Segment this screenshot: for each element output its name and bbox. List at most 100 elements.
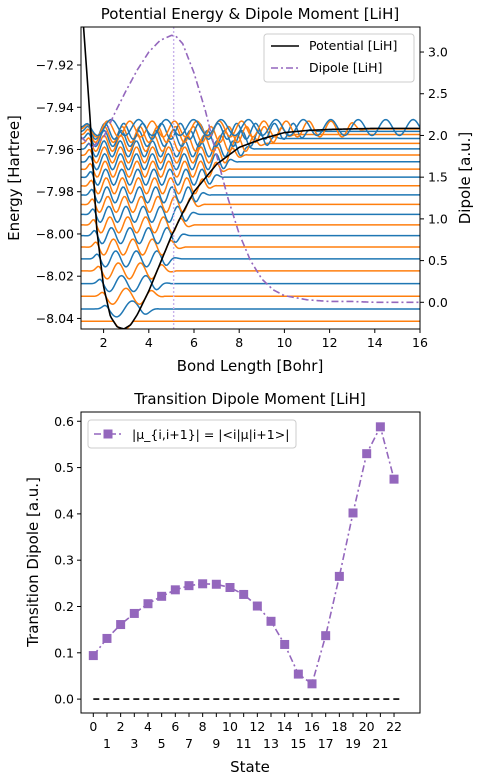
transition-dipole-point xyxy=(198,579,208,589)
bottom-x-tick-label: 0 xyxy=(89,719,97,734)
top-plot-area xyxy=(81,27,420,329)
transition-dipole-point xyxy=(88,651,98,661)
transition-dipole-point xyxy=(307,679,317,689)
top-y-right-tick-label: 1.5 xyxy=(428,170,448,185)
bottom-x-tick-label: 3 xyxy=(130,736,138,751)
bottom-x-tick-label: 20 xyxy=(359,719,375,734)
legend-dipole-label: Dipole [LiH] xyxy=(309,60,382,75)
transition-dipole-point xyxy=(211,579,221,589)
top-y-right-tick-label: 1.0 xyxy=(428,211,448,226)
bottom-x-tick-label: 18 xyxy=(331,719,347,734)
legend-transition-text: |μ_{i,i+1}| = |<i|μ|i+1>| xyxy=(132,427,289,442)
bottom-y-tick-label: 0.2 xyxy=(54,599,74,614)
wavefunction-16 xyxy=(81,146,420,164)
bottom-plot-frame xyxy=(80,411,421,714)
bottom-x-tick-label: 19 xyxy=(345,736,361,751)
bottom-x-tick-label: 10 xyxy=(222,719,238,734)
transition-dipole-line xyxy=(92,424,395,686)
top-y-tick-label: −8.04 xyxy=(36,311,74,326)
top-y-axis-right: 0.0 0.5 1.0 1.5 2.0 2.5 3.0 xyxy=(420,45,448,310)
bottom-x-tick-label: 22 xyxy=(386,719,402,734)
transition-dipole-point xyxy=(184,581,194,591)
bottom-y-tick-label: 0.5 xyxy=(54,460,74,475)
potential-curve xyxy=(82,27,420,329)
wavefunction-10 xyxy=(81,195,420,214)
top-x-tick-label: 10 xyxy=(276,335,292,350)
top-x-tick-label: 6 xyxy=(190,335,198,350)
top-plot-frame xyxy=(80,26,421,330)
top-y-tick-label: −7.94 xyxy=(36,100,74,115)
bottom-chart-title: Transition Dipole Moment [LiH] xyxy=(133,390,366,408)
bottom-chart: Transition Dipole Moment [LiH] 012345678… xyxy=(24,390,421,776)
top-y-tick-label: −7.98 xyxy=(36,184,74,199)
top-x-tick-label: 14 xyxy=(367,335,383,350)
wavefunction-2 xyxy=(81,287,420,306)
bottom-x-tick-label: 9 xyxy=(212,736,220,751)
transition-dipole-point xyxy=(239,589,249,599)
top-y-axis: −7.92 −7.94 −7.96 −7.98 −8.00 −8.02 −8.04 xyxy=(36,58,81,326)
transition-dipole-point xyxy=(362,449,372,459)
top-y-tick-label: −7.96 xyxy=(36,142,74,157)
top-x-tick-label: 4 xyxy=(145,335,153,350)
top-y-right-tick-label: 3.0 xyxy=(428,45,448,60)
top-y-tick-label: −8.02 xyxy=(36,269,74,284)
bottom-y-tick-label: 0.6 xyxy=(54,414,74,429)
top-y-axis-label: Energy [Hartree] xyxy=(5,115,23,241)
top-y-tick-label: −8.00 xyxy=(36,226,74,241)
wavefunction-9 xyxy=(81,205,420,224)
dipole-curve xyxy=(81,34,420,304)
top-x-tick-label: 8 xyxy=(235,335,243,350)
bottom-legend-box xyxy=(87,419,297,449)
transition-dipole-point xyxy=(321,631,331,641)
bottom-x-tick-label: 14 xyxy=(277,719,293,734)
transition-dipole-point xyxy=(170,585,180,595)
transition-dipole-point xyxy=(375,422,385,432)
bottom-y-tick-label: 0.3 xyxy=(54,553,74,568)
top-x-tick-label: 2 xyxy=(100,335,108,350)
bottom-x-tick-label: 15 xyxy=(290,736,306,751)
bottom-x-tick-label: 17 xyxy=(318,736,334,751)
top-y-axis-right-label: Dipole [a.u.] xyxy=(456,132,474,225)
bottom-x-tick-label: 16 xyxy=(304,719,320,734)
transition-dipole-point xyxy=(116,620,126,630)
bottom-legend: |μ_{i,i+1}| = |<i|μ|i+1>| xyxy=(87,419,297,449)
top-x-tick-label: 16 xyxy=(412,335,428,350)
transition-dipole-point xyxy=(348,508,358,518)
legend-transition-marker xyxy=(103,429,113,439)
transition-dipole-point xyxy=(157,591,167,601)
wavefunction-8 xyxy=(81,216,420,234)
bottom-x-axis-label: State xyxy=(230,758,270,776)
wavefunction-15 xyxy=(81,152,420,171)
transition-dipole-point xyxy=(225,583,235,593)
transition-dipole-point xyxy=(334,571,344,581)
wavefunction-23 xyxy=(81,118,420,137)
wavefunction-21 xyxy=(81,122,420,141)
wavefunction-4 xyxy=(81,262,420,280)
legend-potential-label: Potential [LiH] xyxy=(309,38,397,53)
wavefunction-12 xyxy=(81,176,420,195)
wavefunction-13 xyxy=(81,168,420,187)
bottom-x-tick-label: 21 xyxy=(372,736,388,751)
top-legend-box xyxy=(263,33,415,83)
wavefunction-3 xyxy=(81,274,420,293)
top-y-right-tick-label: 0.0 xyxy=(428,295,448,310)
bottom-plot-area xyxy=(88,422,400,700)
bottom-x-tick-label: 8 xyxy=(199,719,207,734)
transition-dipole-point xyxy=(389,474,399,484)
bottom-x-tick-label: 2 xyxy=(117,719,125,734)
top-y-right-tick-label: 0.5 xyxy=(428,253,448,268)
transition-dipole-point xyxy=(280,639,290,649)
top-x-axis-label: Bond Length [Bohr] xyxy=(177,357,324,375)
wavefunction-0 xyxy=(81,320,420,329)
top-chart: Potential Energy & Dipole Moment [LiH] 2… xyxy=(5,5,474,375)
wavefunction-7 xyxy=(81,226,420,245)
transition-dipole-point xyxy=(102,633,112,643)
bottom-x-tick-label: 1 xyxy=(103,736,111,751)
transition-dipole-point xyxy=(266,616,276,626)
top-y-right-tick-label: 2.5 xyxy=(428,86,448,101)
bottom-y-axis-label: Transition Dipole [a.u.] xyxy=(24,477,42,648)
bottom-y-tick-label: 0.1 xyxy=(54,645,74,660)
bottom-x-tick-label: 6 xyxy=(171,719,179,734)
